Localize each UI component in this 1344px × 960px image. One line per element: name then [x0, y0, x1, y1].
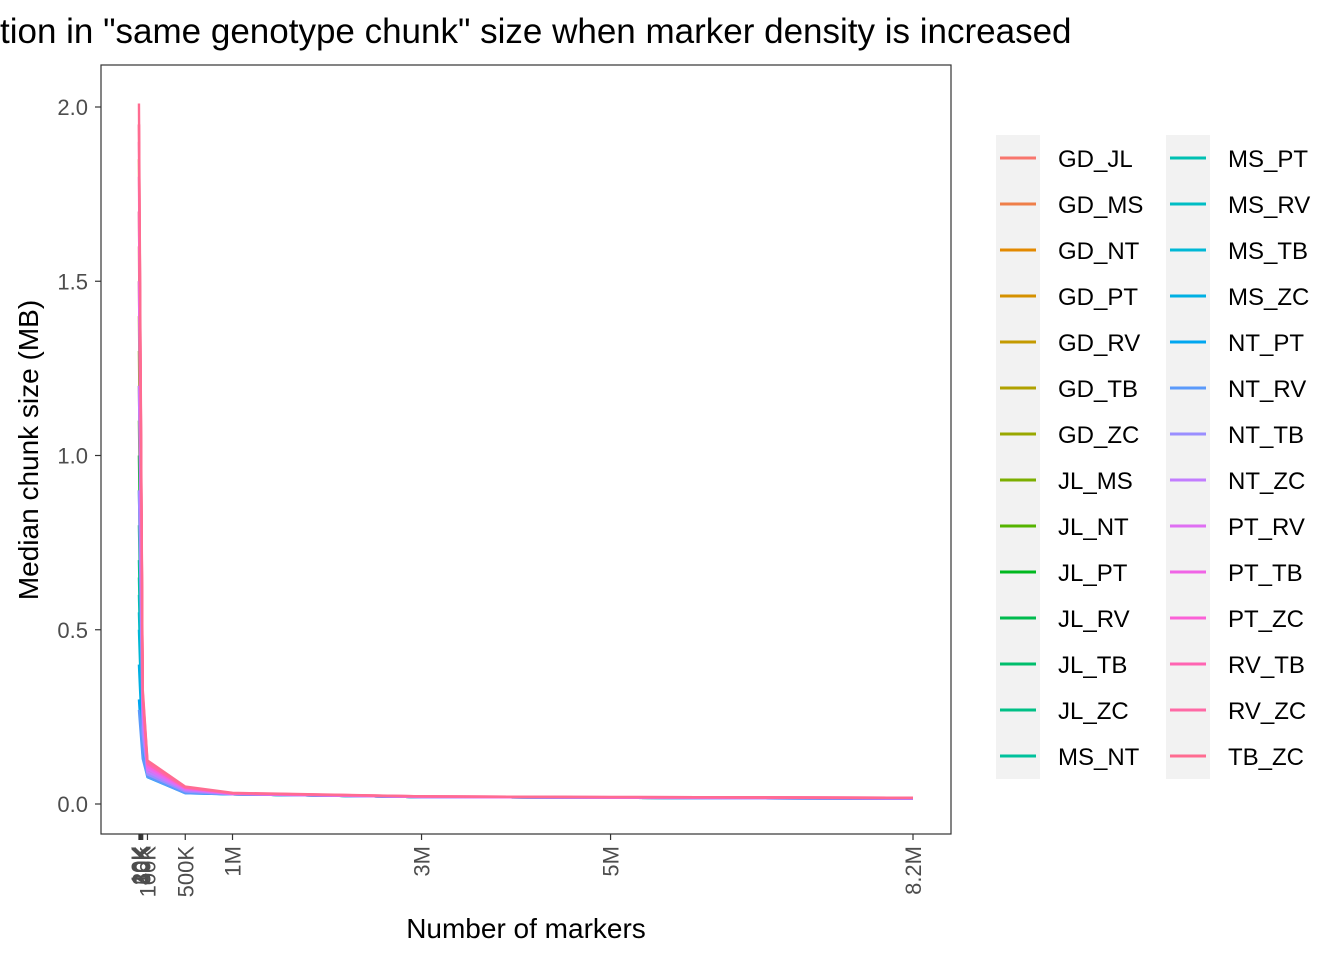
legend-label: RV_ZC — [1228, 698, 1306, 725]
legend-label: GD_RV — [1058, 330, 1140, 357]
legend-label: MS_ZC — [1228, 284, 1309, 311]
legend-label: MS_NT — [1058, 744, 1140, 771]
legend-label: GD_MS — [1058, 192, 1143, 219]
y-axis: 0.0 0.5 1.0 1.5 2.0 — [57, 95, 101, 817]
legend-label: GD_TB — [1058, 376, 1138, 403]
legend-label: JL_ZC — [1058, 698, 1129, 725]
y-tick-label: 1.5 — [57, 269, 88, 294]
legend-label: JL_RV — [1058, 606, 1130, 633]
y-tick-label: 0.5 — [57, 618, 88, 643]
legend-label: NT_TB — [1228, 422, 1304, 449]
x-tick-label: 30K — [129, 846, 154, 885]
x-tick-label: 20K — [128, 846, 153, 885]
legend-label: TB_ZC — [1228, 744, 1304, 771]
legend-label: MS_RV — [1228, 192, 1310, 219]
y-tick-label: 2.0 — [57, 95, 88, 120]
x-tick-label: 5M — [599, 846, 624, 877]
legend-label: JL_TB — [1058, 652, 1127, 679]
x-tick-label: 3M — [410, 846, 435, 877]
x-tick-label: 100K — [135, 846, 160, 898]
legend-label: GD_JL — [1058, 146, 1133, 173]
x-tick-label: 40K — [130, 846, 155, 885]
legend-label: MS_PT — [1228, 146, 1308, 173]
legend-label: GD_PT — [1058, 284, 1138, 311]
plot-panel — [100, 64, 952, 835]
legend-key-background — [996, 135, 1040, 779]
legend: GD_JL GD_MS GD_NT GD_PT GD_RV GD_TB GD_ZC JL_MS… — [996, 135, 1310, 779]
legend-label: PT_TB — [1228, 560, 1303, 587]
series-layer — [137, 103, 914, 800]
legend-label: JL_PT — [1058, 560, 1128, 587]
series-line-tb-zc — [137, 103, 914, 799]
legend-label: GD_ZC — [1058, 422, 1139, 449]
legend-key-background — [1166, 135, 1210, 779]
y-tick-label: 0.0 — [57, 792, 88, 817]
legend-label: GD_NT — [1058, 238, 1140, 265]
y-axis-title: Median chunk size (MB) — [13, 300, 44, 600]
legend-label: JL_MS — [1058, 468, 1133, 495]
y-tick-label: 1.0 — [57, 444, 88, 469]
x-tick-label: 50K — [131, 846, 156, 885]
legend-label: JL_NT — [1058, 514, 1129, 541]
legend-label: NT_PT — [1228, 330, 1304, 357]
legend-label: PT_RV — [1228, 514, 1305, 541]
x-tick-label: 8.2M — [901, 846, 926, 895]
legend-label: MS_TB — [1228, 238, 1308, 265]
legend-label: RV_TB — [1228, 652, 1305, 679]
x-tick-label: 10K — [127, 846, 152, 885]
x-axis-title: Number of markers — [406, 913, 646, 944]
legend-label: PT_ZC — [1228, 606, 1304, 633]
x-tick-label: 1M — [221, 846, 246, 877]
legend-label: NT_RV — [1228, 376, 1306, 403]
x-tick-label: 500K — [173, 846, 198, 898]
chart-title: tion in "same genotype chunk" size when … — [0, 12, 1072, 51]
legend-label: NT_ZC — [1228, 468, 1305, 495]
